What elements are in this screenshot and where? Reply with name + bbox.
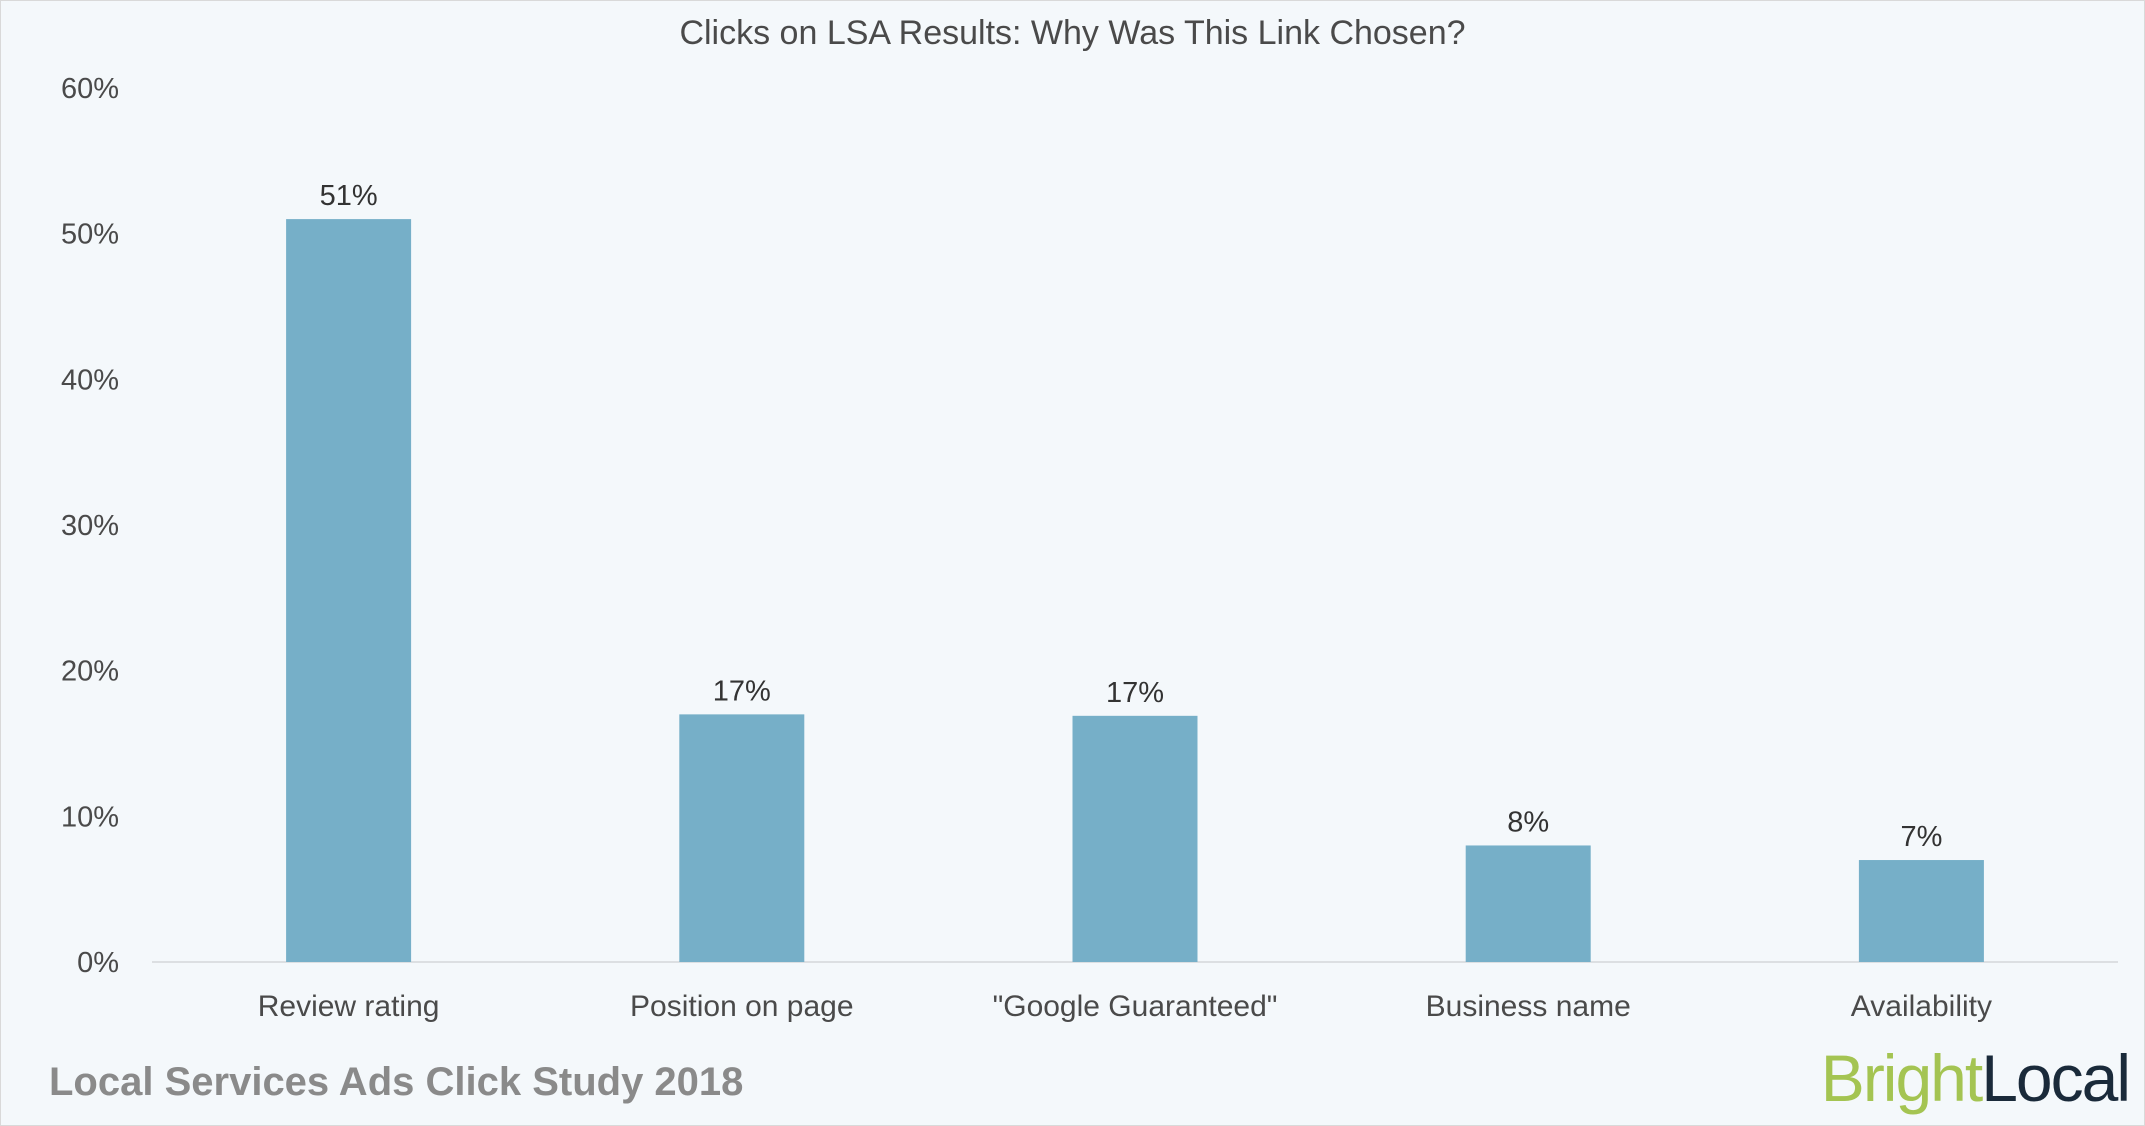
y-tick-label: 0%	[77, 947, 119, 979]
bar	[286, 219, 412, 963]
y-tick-label: 60%	[61, 73, 119, 105]
y-tick-label: 10%	[61, 801, 119, 833]
footer-caption: Local Services Ads Click Study 2018	[49, 1060, 744, 1104]
y-tick-label: 30%	[61, 510, 119, 542]
logo-local: Local	[1981, 1041, 2131, 1115]
data-label: 51%	[320, 180, 378, 212]
bar	[1858, 860, 1984, 962]
bar	[679, 714, 805, 962]
y-tick-label: 40%	[61, 364, 119, 396]
data-label: 8%	[1507, 806, 1549, 838]
brightlocal-logo: BrightLocal	[1820, 1040, 2131, 1116]
bar	[1072, 715, 1198, 962]
data-label: 17%	[1106, 677, 1164, 709]
x-tick-label: Availability	[1851, 990, 1992, 1023]
x-tick-label: "Google Guaranteed"	[993, 990, 1278, 1023]
data-label: 17%	[713, 675, 771, 707]
x-tick-label: Position on page	[630, 990, 854, 1023]
data-label: 7%	[1900, 821, 1942, 853]
y-tick-label: 50%	[61, 219, 119, 251]
bar	[1465, 845, 1591, 962]
chart-title: Clicks on LSA Results: Why Was This Link…	[679, 14, 1466, 52]
y-tick-label: 20%	[61, 656, 119, 688]
x-tick-label: Business name	[1426, 990, 1631, 1023]
x-tick-label: Review rating	[258, 990, 440, 1023]
logo-bright: Bright	[1820, 1041, 1983, 1115]
